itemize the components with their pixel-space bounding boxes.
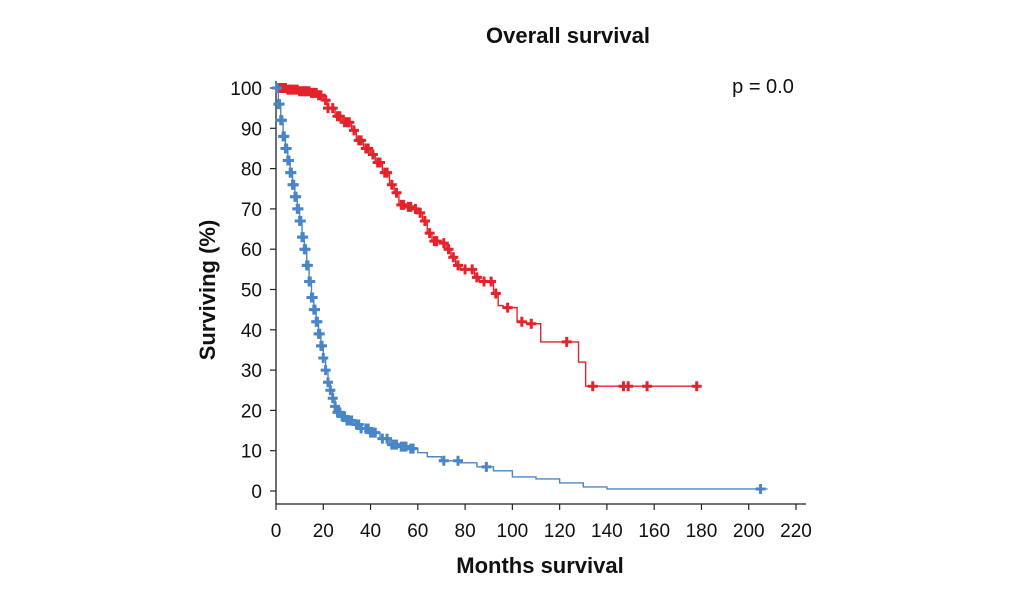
censor-mark — [438, 455, 449, 466]
censor-mark — [318, 353, 329, 364]
y-tick-label: 100 — [230, 79, 262, 100]
censor-mark — [382, 433, 393, 444]
censor-mark — [310, 304, 320, 315]
censor-mark — [300, 244, 311, 255]
x-tick-label: 20 — [313, 521, 334, 542]
censor-mark — [453, 260, 463, 271]
y-tick-label: 30 — [241, 361, 262, 382]
censor-mark — [305, 276, 316, 287]
survival-curve-1 — [276, 87, 702, 387]
censor-mark — [327, 103, 338, 114]
y-axis-label: Surviving (%) — [195, 220, 220, 361]
y-tick-label: 10 — [241, 442, 262, 463]
y-tick-label: 60 — [241, 240, 262, 261]
y-tick-label: 90 — [241, 119, 262, 140]
censor-mark — [453, 455, 463, 466]
censor-mark — [408, 443, 419, 454]
censor-mark — [302, 260, 313, 271]
censor-mark — [363, 143, 374, 154]
censor-mark — [279, 131, 290, 142]
censor-mark — [370, 427, 381, 438]
censor-mark — [295, 215, 306, 226]
censor-mark — [327, 393, 338, 404]
x-tick-label: 140 — [591, 521, 623, 542]
censor-mark — [320, 365, 331, 376]
censor-mark — [317, 340, 328, 351]
censor-mark — [356, 135, 367, 146]
x-tick-label: 0 — [271, 521, 282, 542]
survival-curve-2 — [276, 87, 768, 490]
censor-mark — [438, 238, 449, 249]
x-tick-label: 100 — [497, 521, 529, 542]
x-tick-label: 200 — [733, 521, 765, 542]
censor-mark — [415, 207, 426, 218]
x-tick-label: 80 — [455, 521, 476, 542]
censor-mark — [272, 83, 283, 93]
censor-mark — [391, 187, 402, 198]
censor-mark — [516, 316, 527, 327]
censor-mark — [587, 381, 598, 392]
censor-mark — [330, 401, 341, 412]
censor-mark — [314, 328, 325, 339]
censor-mark — [284, 155, 294, 166]
censor-mark — [386, 179, 397, 190]
censor-mark — [288, 179, 299, 190]
censor-mark — [623, 381, 634, 392]
censor-mark — [481, 461, 492, 472]
y-tick-label: 20 — [241, 401, 262, 422]
x-tick-label: 220 — [780, 521, 812, 542]
censor-mark — [424, 228, 435, 239]
p-value-annotation: p = 0.0 — [732, 76, 794, 98]
censor-mark — [486, 276, 497, 287]
censor-mark — [276, 115, 287, 126]
series-2 — [272, 83, 768, 494]
y-tick-label: 40 — [241, 321, 262, 342]
censor-mark — [344, 117, 355, 128]
x-tick-label: 160 — [638, 521, 670, 542]
censor-mark — [291, 191, 302, 202]
axes: 0 10 20 30 40 50 60 70 80 90 100 0 20 40 60 80 100 120 140… — [230, 79, 812, 542]
censor-mark — [323, 377, 333, 388]
series-layer — [272, 83, 768, 494]
censor-mark — [281, 143, 292, 154]
censor-mark — [431, 236, 442, 247]
y-tick-label: 50 — [241, 281, 262, 302]
censor-mark — [307, 292, 318, 303]
censor-mark — [298, 232, 309, 243]
censor-mark — [367, 149, 378, 160]
censor-mark — [561, 336, 572, 347]
censor-mark — [443, 244, 454, 255]
censor-mark — [325, 385, 336, 396]
censor-mark — [312, 316, 323, 327]
censor-mark — [349, 125, 359, 136]
censor-mark — [286, 167, 297, 178]
censor-mark — [382, 167, 393, 178]
series-1 — [273, 83, 702, 392]
x-axis-label: Months survival — [456, 553, 623, 578]
censor-mark — [375, 157, 385, 168]
censor-mark — [293, 203, 304, 214]
chart-title: Overall survival — [486, 23, 650, 48]
censor-mark — [448, 252, 459, 263]
censor-mark — [419, 215, 430, 226]
censor-mark — [274, 99, 285, 110]
censor-mark — [320, 95, 331, 106]
censor-mark — [502, 302, 513, 313]
censor-mark — [490, 288, 501, 299]
censor-mark — [755, 483, 766, 494]
censor-mark — [334, 111, 345, 122]
x-tick-label: 120 — [544, 521, 576, 542]
censor-mark — [642, 381, 653, 392]
x-tick-label: 180 — [686, 521, 718, 542]
censor-mark — [691, 381, 702, 392]
y-tick-label: 70 — [241, 200, 262, 221]
censor-mark — [526, 318, 537, 329]
censor-mark — [467, 264, 478, 275]
x-tick-label: 60 — [407, 521, 428, 542]
x-tick-label: 40 — [360, 521, 381, 542]
y-tick-label: 0 — [251, 482, 262, 503]
y-tick-label: 80 — [241, 160, 262, 181]
censor-mark — [471, 272, 482, 283]
